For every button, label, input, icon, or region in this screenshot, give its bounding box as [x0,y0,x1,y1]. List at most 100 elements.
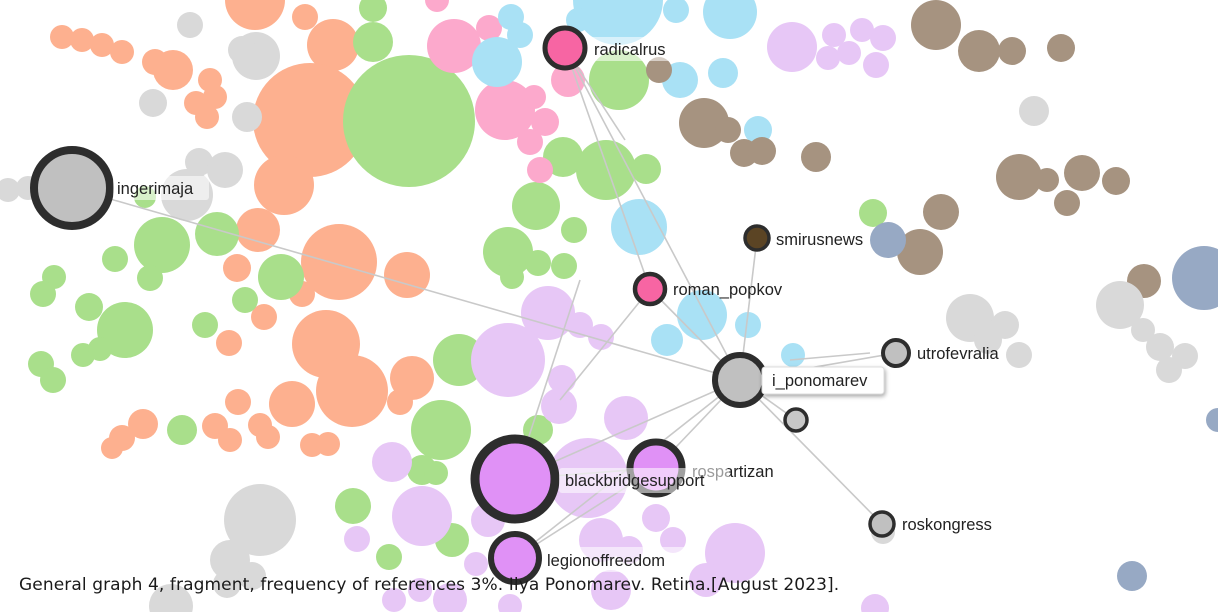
bubble-brown [958,30,1000,72]
bubble-lightblue [472,37,522,87]
bubble-green [512,182,560,230]
label-utrofevralia: utrofevralia [917,345,999,363]
label-bg-radicalrus [589,37,681,61]
node-unlabeled[interactable] [783,407,809,433]
highlighted-nodes: ingerimaja radicalrus smirusnews roman_p… [30,25,999,585]
bubble-brown [1035,168,1059,192]
node-radicalrus[interactable] [542,25,588,71]
bubble-brown [923,194,959,230]
bubble-green [525,250,551,276]
node-ingerimaja[interactable] [30,146,114,230]
bubble-green [335,488,371,524]
bubble-lavender [604,396,648,440]
bubble-pink [427,19,481,73]
bubble-brown [1102,167,1130,195]
bubble-lavender [471,323,545,397]
node-roman_popkov[interactable] [632,271,668,307]
bubble-orange [225,389,251,415]
bubble-lavender [372,442,412,482]
label-bg-blackbridgesupport [559,468,729,493]
bubble-gray [1146,333,1174,361]
bubble-lavender [408,578,432,602]
bubble-lightblue [651,324,683,356]
bubble-gray [177,12,203,38]
bubble-lavender [689,563,723,597]
bubble-lightblue [781,343,805,367]
bubble-lavender [870,25,896,51]
bubble-green [192,312,218,338]
bubble-lightblue [573,0,663,45]
bubble-orange [316,355,388,427]
node-i_ponomarev[interactable] [712,352,768,408]
bubble-orange [387,389,413,415]
label-legionoffreedom: legionoffreedom [547,552,665,570]
bubble-gray [232,102,262,132]
bubble-lightblue [677,290,727,340]
bubble-green [561,217,587,243]
bubble-green [500,265,524,289]
bubble-brown [646,57,672,83]
node-smirusnews[interactable] [743,224,771,252]
bubble-orange [301,224,377,300]
bubble-pink [522,85,546,109]
bubble-orange [218,428,242,452]
bubble-green [75,293,103,321]
bubble-lightblue [703,0,757,39]
bubble-lavender [548,365,576,393]
node-blackbridgesupport[interactable] [470,434,560,524]
bubble-lightblue [708,58,738,88]
bubble-pink [517,129,543,155]
bubble-lightblue [744,116,772,144]
bubble-brown [715,117,741,143]
bubble-green [543,137,583,177]
bubble-green [424,461,448,485]
graph-edge [739,379,883,525]
node-roskongress[interactable] [868,510,896,538]
bubble-green [359,0,387,22]
bubble-brown [1064,155,1100,191]
bubble-lavender [642,504,670,532]
bubble-brown [748,137,776,165]
bubble-lavender [521,286,575,340]
bubble-green [102,246,128,272]
bubble-brown [1054,190,1080,216]
bubble-lightblue [611,199,667,255]
bubble-gray [238,562,266,590]
label-radicalrus: radicalrus [594,41,666,59]
bubble-orange [316,432,340,456]
bubble-lightblue [735,312,761,338]
bubble-orange [203,85,227,109]
bubble-green [232,287,258,313]
bubble-gray [213,570,241,598]
figure-caption: General graph 4, fragment, frequency of … [19,575,840,595]
bubble-orange [153,50,193,90]
bubble-orange [236,208,280,252]
node-legionoffreedom[interactable] [488,531,542,585]
bubble-pink [527,157,553,183]
bubble-gray [0,178,20,202]
bubble-green [97,302,153,358]
bubble-lightblue [507,22,533,48]
bubble-green [859,199,887,227]
bubble-lavender [382,588,406,612]
label-bg-legionoffreedom [542,547,688,572]
bubble-orange [256,425,280,449]
bubble-lavender [822,23,846,47]
bubble-orange [110,40,134,64]
bubble-brown [801,142,831,172]
bubble-orange [269,381,315,427]
bubble-gray [224,484,296,556]
bubble-slate [1172,246,1218,310]
bubble-pink [425,0,449,12]
bubble-gray [207,152,243,188]
bubble-lavender [392,486,452,546]
bubble-green [433,334,485,386]
label-bg-ingerimaja [113,176,209,200]
node-utrofevralia[interactable] [881,338,911,368]
bubble-lightblue [663,0,689,23]
label-smirusnews: smirusnews [776,231,863,249]
bubble-orange [254,155,314,215]
bubble-green [258,254,304,300]
